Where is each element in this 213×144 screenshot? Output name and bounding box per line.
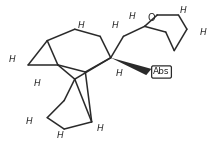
- Text: H: H: [26, 117, 32, 126]
- Text: H: H: [200, 28, 206, 37]
- Text: H: H: [179, 6, 186, 15]
- Text: H: H: [57, 131, 63, 140]
- Text: H: H: [34, 79, 41, 88]
- Text: Abs: Abs: [153, 68, 170, 76]
- Text: H: H: [78, 21, 85, 30]
- Text: H: H: [112, 21, 118, 30]
- Text: H: H: [97, 124, 104, 133]
- Text: H: H: [116, 69, 122, 78]
- Text: O: O: [147, 13, 155, 23]
- Text: H: H: [9, 55, 16, 64]
- Text: H: H: [128, 12, 135, 21]
- Polygon shape: [111, 58, 151, 75]
